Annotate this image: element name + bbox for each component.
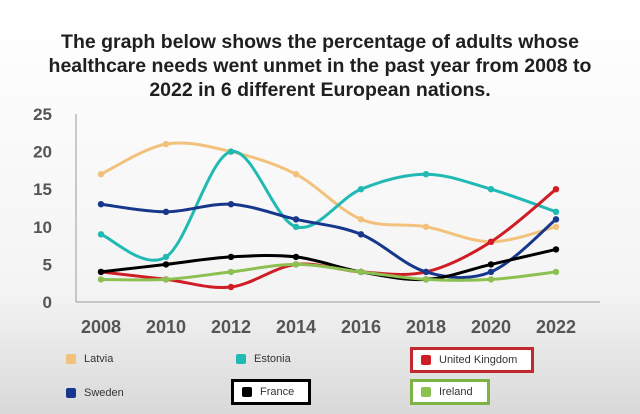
chart-title-line-3: 2022 in 6 different European nations. [149, 79, 491, 101]
data-point-latvia [357, 216, 365, 223]
legend-label: Sweden [84, 387, 124, 399]
x-tick-label: 2020 [471, 317, 511, 337]
x-tick-label: 2016 [341, 317, 381, 337]
legend-swatch [66, 354, 76, 364]
data-point-france [292, 253, 300, 261]
y-tick-label: 25 [33, 105, 52, 124]
legend-item-latvia: Latvia [66, 353, 113, 365]
legend-label: Estonia [254, 353, 291, 365]
y-tick-label: 10 [33, 218, 52, 237]
data-point-estonia [552, 208, 560, 215]
data-point-ireland [97, 276, 105, 283]
x-tick-label: 2018 [406, 317, 446, 337]
data-point-france [162, 261, 170, 268]
legend-swatch [421, 387, 431, 397]
data-point-sweden [162, 208, 170, 215]
legend-item-estonia: Estonia [236, 353, 291, 365]
legend-item-france: France [231, 379, 312, 405]
data-point-ireland [162, 276, 170, 283]
data-point-estonia [487, 186, 495, 193]
y-tick-label: 20 [33, 143, 52, 162]
data-point-latvia [292, 171, 300, 178]
data-point-latvia [552, 223, 560, 230]
data-point-ireland [227, 268, 235, 276]
legend-label: France [260, 386, 295, 398]
data-point-latvia [422, 223, 430, 230]
legend-swatch [421, 355, 431, 365]
x-tick-label: 2014 [276, 317, 316, 337]
legend-item-united-kingdom: United Kingdom [410, 347, 535, 373]
data-point-latvia [97, 171, 105, 178]
data-point-sweden [552, 216, 560, 223]
data-point-sweden [487, 268, 495, 276]
data-point-united-kingdom [227, 283, 235, 291]
legend-item-sweden: Sweden [66, 387, 124, 399]
series-line-ireland [99, 262, 558, 282]
data-point-sweden [227, 201, 235, 208]
x-tick-label: 2022 [536, 317, 576, 337]
data-point-estonia [162, 253, 170, 261]
x-tick-label: 2008 [81, 317, 121, 337]
y-tick-label: 5 [43, 255, 52, 274]
data-point-france [227, 253, 235, 261]
data-point-france [552, 246, 560, 253]
data-point-ireland [422, 276, 430, 283]
legend-swatch [236, 354, 246, 364]
data-point-united-kingdom [552, 186, 560, 193]
y-tick-label: 15 [33, 180, 52, 199]
legend-swatch [242, 387, 252, 397]
chart-title: The graph below shows the percentage of … [10, 30, 630, 102]
legend-label: Ireland [439, 386, 473, 398]
legend-label: Latvia [84, 353, 114, 365]
data-point-ireland [487, 276, 495, 283]
chart-title-line-2: healthcare needs went unmet in the past … [48, 55, 592, 77]
legend-item-ireland: Ireland [410, 379, 490, 405]
series-line-estonia [99, 150, 558, 262]
legend-swatch [66, 388, 76, 398]
x-tick-label: 2010 [146, 317, 186, 337]
data-point-estonia [422, 171, 430, 178]
data-point-ireland [292, 261, 300, 268]
data-point-ireland [357, 268, 365, 276]
data-point-estonia [292, 223, 300, 230]
data-point-estonia [357, 186, 365, 193]
series-line-france [99, 247, 558, 282]
data-point-france [487, 261, 495, 268]
data-point-latvia [162, 140, 170, 148]
series-line-latvia [99, 141, 558, 244]
data-point-sweden [97, 201, 105, 208]
y-tick-label: 0 [43, 293, 52, 312]
data-point-sweden [292, 216, 300, 223]
x-tick-label: 2012 [211, 317, 251, 337]
data-point-estonia [227, 148, 235, 155]
chart-title-line-1: The graph below shows the percentage of … [61, 31, 579, 53]
legend-label: United Kingdom [439, 354, 518, 366]
data-point-sweden [422, 268, 430, 276]
data-point-sweden [357, 231, 365, 238]
data-point-estonia [97, 231, 105, 238]
data-point-united-kingdom [487, 238, 495, 245]
data-point-france [97, 268, 105, 276]
data-point-ireland [552, 268, 560, 276]
